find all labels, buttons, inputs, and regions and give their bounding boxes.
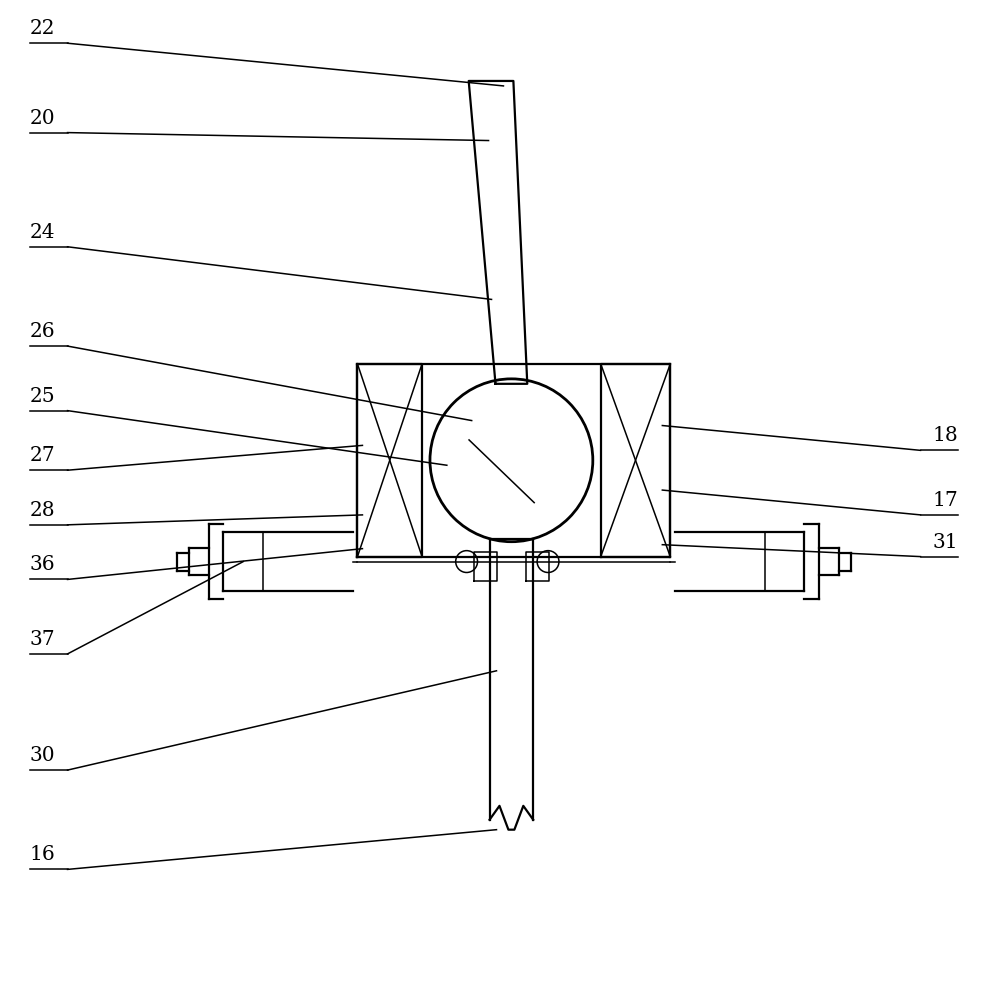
Text: 37: 37 <box>30 630 56 649</box>
Text: 31: 31 <box>932 533 958 552</box>
Text: 25: 25 <box>30 387 56 406</box>
Text: 26: 26 <box>30 322 56 341</box>
Text: 27: 27 <box>30 446 56 465</box>
Text: 16: 16 <box>30 845 56 864</box>
Text: 36: 36 <box>30 555 56 574</box>
Text: 28: 28 <box>30 501 56 520</box>
Text: 30: 30 <box>30 746 56 765</box>
Text: 17: 17 <box>932 491 958 510</box>
Text: 18: 18 <box>932 426 958 445</box>
Text: 22: 22 <box>30 19 56 38</box>
Text: 20: 20 <box>30 109 56 128</box>
Text: 24: 24 <box>30 223 56 242</box>
